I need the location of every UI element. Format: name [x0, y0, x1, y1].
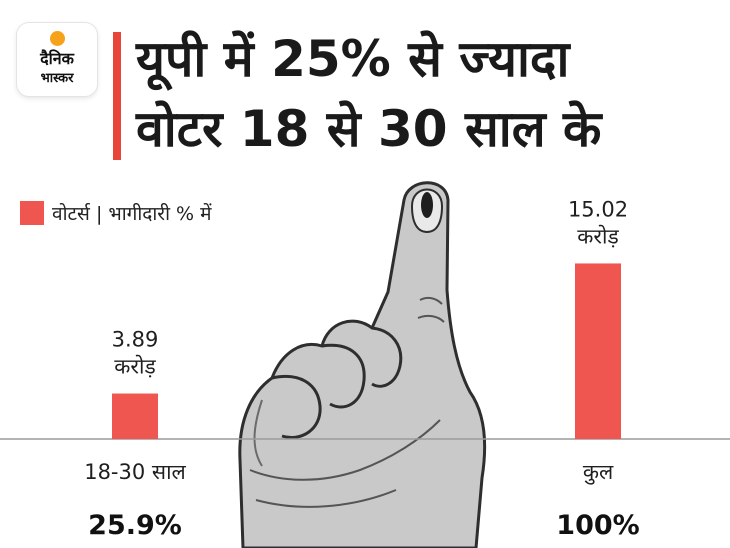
- sun-dot-icon: [50, 31, 65, 46]
- bar-value-label: 15.02 करोड़: [568, 197, 628, 248]
- logo-text-line2: भास्कर: [40, 71, 74, 86]
- bar-value-label: 3.89 करोड़: [112, 328, 159, 379]
- chart-legend: वोटर्स | भागीदारी % में: [20, 198, 211, 228]
- inked-finger-hand-illustration: [238, 181, 487, 548]
- bar-value-number: 15.02: [568, 197, 628, 221]
- bar-value-unit: करोड़: [114, 355, 156, 379]
- bar-value-unit: करोड़: [577, 224, 619, 248]
- logo-text-line1: दैनिक: [40, 49, 74, 68]
- legend-swatch: [20, 201, 44, 225]
- headline-line1: यूपी में 25% से ज्यादा: [136, 30, 570, 88]
- bar-1: [112, 393, 158, 439]
- brand-logo: दैनिक भास्कर: [17, 23, 97, 96]
- bars-layer: 3.89 करोड़ 18-30 साल 25.9% 15.02 करोड़ कुल 100%: [84, 197, 640, 541]
- category-label: कुल: [583, 460, 614, 485]
- bar-2: [575, 263, 621, 439]
- share-label: 25.9%: [88, 510, 182, 541]
- bar-value-number: 3.89: [112, 328, 159, 352]
- headline-line2: वोटर 18 से 30 साल के: [136, 100, 602, 158]
- share-label: 100%: [556, 510, 639, 541]
- title-accent-bar: [113, 32, 121, 160]
- legend-label: वोटर्स | भागीदारी % में: [52, 203, 212, 225]
- headline: यूपी में 25% से ज्यादा वोटर 18 से 30 साल…: [136, 24, 726, 164]
- category-label: 18-30 साल: [84, 460, 186, 484]
